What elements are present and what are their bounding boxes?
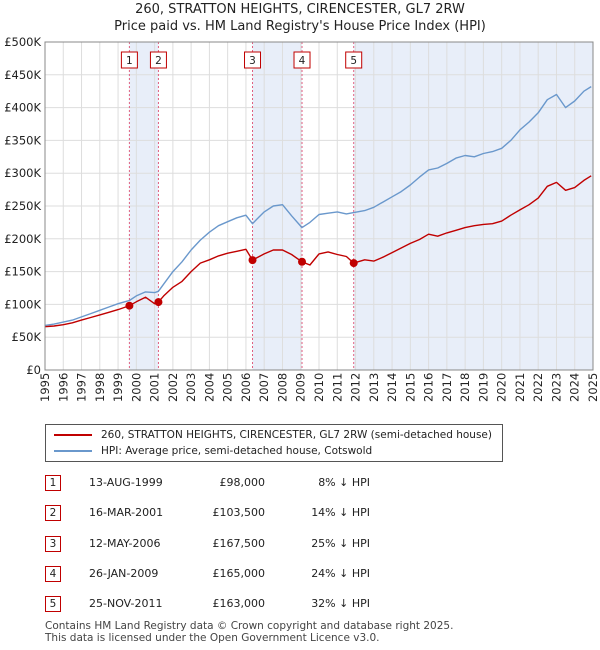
- transaction-badge-label: 1: [126, 55, 133, 67]
- x-tick-label: 2006: [239, 373, 253, 402]
- axes: £0 £50K £100K £150K £200K £250K £300K £350K £400…: [4, 35, 600, 402]
- transaction-badge: 4: [45, 566, 61, 582]
- x-tick-label: 1999: [111, 373, 125, 402]
- transaction-date: 26-JAN-2009: [89, 567, 159, 580]
- x-tick-label: 2022: [531, 373, 545, 402]
- transaction-badge: 3: [45, 536, 61, 552]
- transaction-badge-box: [120, 51, 138, 69]
- x-tick-label: 2008: [275, 373, 289, 402]
- x-tick-label: 2002: [166, 373, 180, 402]
- series-lines: [44, 86, 592, 328]
- legend-label-property: 260, STRATTON HEIGHTS, CIRENCESTER, GL7 …: [101, 429, 492, 441]
- x-tick-label: 2023: [549, 373, 563, 402]
- x-tick-label: 2009: [294, 373, 308, 402]
- transaction-badge: 2: [45, 505, 61, 521]
- x-tick-label: 2000: [129, 373, 143, 402]
- y-tick-label: £250K: [4, 199, 41, 213]
- footer-licence: This data is licensed under the Open Gov…: [45, 632, 380, 644]
- transaction-hpi: 25% ↓ HPI: [311, 537, 370, 550]
- transaction-point: [298, 257, 307, 266]
- legend-item-hpi: HPI: Average price, semi-detached house,…: [54, 445, 372, 461]
- transaction-badge: 1: [45, 475, 61, 491]
- x-tick-label: 2018: [458, 373, 472, 402]
- transaction-badge: 5: [45, 596, 61, 612]
- transaction-price: £167,500: [212, 537, 266, 550]
- x-tick-label: 2024: [568, 373, 582, 402]
- x-tick-label: 2020: [495, 373, 509, 402]
- transaction-badge-box: [149, 51, 167, 69]
- transaction-hpi: 24% ↓ HPI: [311, 567, 370, 580]
- transaction-badge-box: [293, 51, 311, 69]
- y-tick-label: £300K: [4, 166, 41, 180]
- plot-frame: [44, 41, 594, 371]
- x-tick-label: 2001: [148, 373, 162, 402]
- property-price-line: [44, 175, 592, 328]
- transaction-date: 16-MAR-2001: [89, 506, 164, 519]
- transaction-point: [349, 259, 358, 268]
- legend-item-property: 260, STRATTON HEIGHTS, CIRENCESTER, GL7 …: [54, 429, 492, 445]
- grid: [44, 41, 594, 371]
- transaction-hpi: 8% ↓ HPI: [318, 476, 370, 489]
- transaction-point: [125, 301, 134, 310]
- x-tick-label: 2012: [349, 373, 363, 402]
- transaction-date: 25-NOV-2011: [89, 597, 163, 610]
- transaction-badge-box: [244, 51, 262, 69]
- x-tick-label: 2007: [257, 373, 271, 402]
- transaction-badge-label: 5: [350, 55, 357, 67]
- legend-swatch-property: [54, 434, 92, 436]
- y-tick-label: £350K: [4, 133, 41, 147]
- x-tick-label: 2011: [330, 373, 344, 402]
- x-tick-label: 2004: [202, 373, 216, 402]
- chart-subtitle: Price paid vs. HM Land Registry's House …: [114, 19, 486, 34]
- transaction-badge-box: [345, 51, 363, 69]
- chart-title: 260, STRATTON HEIGHTS, CIRENCESTER, GL7 …: [135, 2, 465, 17]
- transaction-price: £165,000: [212, 567, 266, 580]
- x-tick-label: 2003: [184, 373, 198, 402]
- transaction-badge-label: 4: [299, 55, 306, 67]
- transaction-date: 12-MAY-2006: [89, 537, 161, 550]
- transaction-point: [248, 256, 257, 265]
- y-tick-label: £100K: [4, 297, 41, 311]
- transaction-badge-label: 3: [249, 55, 256, 67]
- x-tick-label: 2014: [385, 373, 399, 402]
- transaction-date: 13-AUG-1999: [89, 476, 163, 489]
- transaction-points: [125, 256, 358, 310]
- x-tick-label: 2025: [586, 373, 600, 402]
- y-tick-label: £50K: [12, 330, 42, 344]
- footer-copyright: Contains HM Land Registry data © Crown c…: [45, 620, 454, 632]
- transaction-markers: 1 2 3 4 5: [120, 42, 363, 370]
- x-tick-label: 2017: [440, 373, 454, 402]
- y-tick-label: £500K: [4, 35, 41, 49]
- transaction-hpi: 32% ↓ HPI: [311, 597, 370, 610]
- y-tick-label: £400K: [4, 101, 41, 115]
- transaction-badge-label: 2: [155, 55, 162, 67]
- x-tick-label: 2013: [367, 373, 381, 402]
- x-tick-label: 2005: [221, 373, 235, 402]
- x-tick-label: 1996: [56, 373, 70, 402]
- transaction-price: £163,000: [212, 597, 266, 610]
- legend: 260, STRATTON HEIGHTS, CIRENCESTER, GL7 …: [45, 424, 503, 462]
- x-tick-label: 1995: [38, 373, 52, 402]
- legend-swatch-hpi: [54, 450, 92, 452]
- legend-label-hpi: HPI: Average price, semi-detached house,…: [101, 445, 373, 457]
- x-tick-label: 1998: [93, 373, 107, 402]
- hpi-line: [44, 86, 592, 327]
- price-chart: 1 2 3 4 5 £0 £50K £100K £150K £200K £250K £300K £35…: [4, 35, 600, 402]
- x-tick-label: 2019: [476, 373, 490, 402]
- x-tick-label: 2010: [312, 373, 326, 402]
- x-tick-label: 2021: [513, 373, 527, 402]
- y-tick-label: £200K: [4, 232, 41, 246]
- x-tick-label: 2016: [422, 373, 436, 402]
- y-tick-label: £0: [26, 363, 41, 377]
- x-tick-label: 1997: [75, 373, 89, 402]
- transaction-hpi: 14% ↓ HPI: [311, 506, 370, 519]
- transaction-point: [154, 298, 163, 307]
- y-tick-label: £150K: [4, 265, 41, 279]
- transaction-price: £103,500: [212, 506, 266, 519]
- y-tick-label: £450K: [4, 68, 41, 82]
- x-tick-label: 2015: [403, 373, 417, 402]
- transaction-price: £98,000: [219, 476, 266, 489]
